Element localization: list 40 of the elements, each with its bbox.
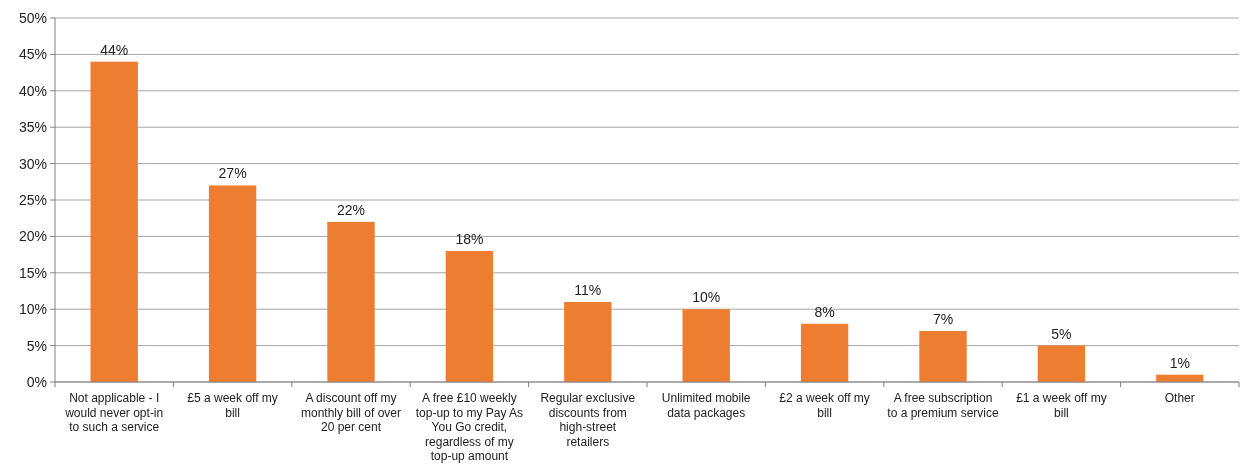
y-tick-label: 0% bbox=[26, 373, 47, 390]
y-tick-label: 45% bbox=[18, 46, 47, 63]
data-label: 22% bbox=[336, 201, 366, 218]
data-label: 7% bbox=[932, 311, 954, 328]
y-tick-label: 10% bbox=[18, 301, 47, 318]
x-tick-label: A discount off my monthly bill of over 20 per cent bbox=[300, 391, 402, 434]
x-tick-label: Regular exclusive discounts from high-street retailers bbox=[540, 391, 636, 449]
bar bbox=[208, 185, 257, 382]
data-label: 5% bbox=[1051, 325, 1072, 342]
bar bbox=[445, 250, 494, 382]
data-label: 11% bbox=[574, 281, 602, 298]
y-tick-label: 35% bbox=[18, 119, 47, 136]
x-tick-label: A free £10 weekly top-up to my Pay As You Go credit, regardless of my top-up amount bbox=[415, 391, 524, 463]
x-tick-label: A free subscription to a premium service bbox=[887, 391, 1000, 420]
data-label: 27% bbox=[218, 165, 247, 182]
bar bbox=[564, 301, 612, 382]
bar bbox=[1037, 345, 1086, 382]
data-label: 44% bbox=[100, 41, 129, 58]
data-label: 10% bbox=[692, 289, 721, 306]
bar bbox=[682, 309, 730, 382]
x-tick-label: £5 a week off my bill bbox=[187, 391, 278, 420]
data-label: 1% bbox=[1169, 354, 1190, 371]
x-tick-label: Other bbox=[1164, 391, 1195, 405]
data-label: 8% bbox=[814, 303, 835, 320]
bar bbox=[90, 61, 138, 382]
bar bbox=[800, 323, 849, 382]
x-tick-label: Not applicable - I would never opt-in to such a service bbox=[64, 391, 164, 434]
y-tick-label: 40% bbox=[18, 82, 47, 99]
y-tick-label: 50% bbox=[18, 9, 47, 26]
y-tick-label: 25% bbox=[18, 191, 47, 208]
x-tick-label: £2 a week off my bill bbox=[779, 391, 870, 420]
bar bbox=[327, 221, 375, 382]
x-tick-label: £1 a week off my bill bbox=[1016, 391, 1107, 420]
y-tick-label: 5% bbox=[26, 337, 47, 354]
data-label: 18% bbox=[455, 230, 484, 247]
x-tick-label: Unlimited mobile data packages bbox=[661, 391, 751, 420]
y-tick-label: 30% bbox=[18, 155, 47, 172]
bar bbox=[919, 331, 967, 382]
y-tick-label: 15% bbox=[18, 264, 47, 281]
y-tick-label: 20% bbox=[18, 228, 47, 245]
